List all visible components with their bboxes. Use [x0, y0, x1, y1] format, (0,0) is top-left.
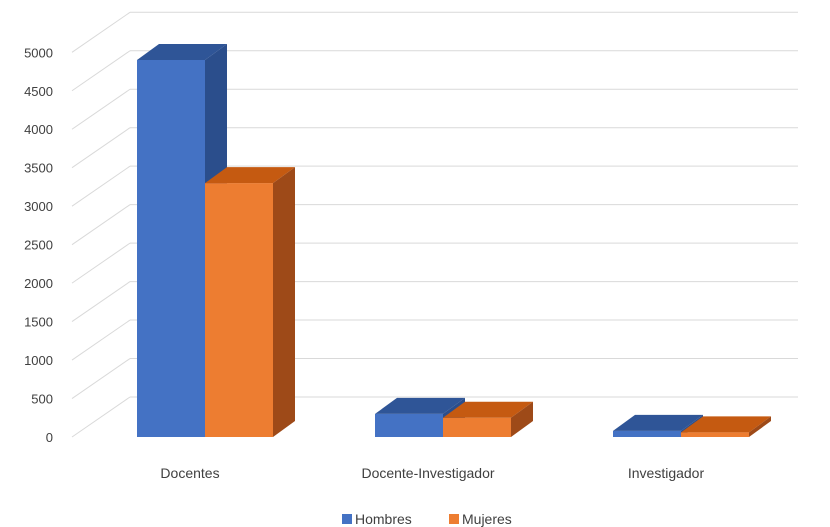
gridline-wall — [71, 358, 131, 399]
bar-front — [681, 432, 749, 437]
gridline-wall — [71, 50, 131, 92]
gridline-wall — [71, 204, 131, 246]
bar-side — [511, 401, 533, 437]
bar-top — [205, 167, 295, 184]
bar-mujeres-0 — [205, 167, 295, 437]
category-label: Docentes — [160, 465, 219, 481]
bar-side — [749, 416, 771, 437]
y-tick-label: 5000 — [24, 45, 53, 60]
bar-top — [681, 416, 771, 433]
gridline-wall — [71, 88, 131, 130]
bar-front — [205, 183, 273, 437]
bar-side — [273, 167, 295, 437]
bar-front — [375, 413, 443, 437]
legend-label: Mujeres — [462, 511, 512, 527]
category-label: Investigador — [628, 465, 705, 481]
legend-swatch-hombres — [342, 514, 352, 524]
bars — [137, 44, 771, 437]
y-axis-ticks: 0 500 1000 1500 2000 2500 3000 3500 4000 4500 5000 — [24, 45, 53, 445]
y-tick-label: 500 — [31, 392, 53, 407]
legend-swatch-mujeres — [449, 514, 459, 524]
legend-label: Hombres — [355, 511, 412, 527]
category-label: Docente-Investigador — [361, 465, 494, 481]
bar-top — [613, 414, 703, 431]
x-axis-categories: Docentes Docente-Investigador Investigador — [160, 465, 704, 481]
bar-mujeres-2 — [681, 416, 771, 437]
legend: Hombres Mujeres — [342, 511, 512, 527]
gridline-wall — [71, 281, 131, 323]
bar-mujeres-1 — [443, 401, 533, 437]
gridline-wall — [71, 319, 131, 361]
y-tick-label: 3500 — [24, 161, 53, 176]
y-tick-label: 3000 — [24, 199, 53, 214]
y-tick-label: 1500 — [24, 315, 53, 330]
y-tick-label: 2000 — [24, 276, 53, 291]
gridline-wall — [71, 396, 131, 438]
y-tick-label: 4500 — [24, 84, 53, 99]
gridline-wall — [71, 165, 131, 207]
gridline-wall — [71, 11, 131, 53]
y-tick-label: 1000 — [24, 353, 53, 368]
bar-front — [137, 60, 205, 437]
bar-top — [443, 401, 533, 418]
y-tick-label: 4000 — [24, 122, 53, 137]
y-tick-label: 2500 — [24, 238, 53, 253]
bar-top — [375, 397, 465, 414]
bar-front — [443, 417, 511, 437]
bar-top — [137, 44, 227, 60]
gridline-wall — [71, 242, 131, 284]
gridline-wall — [71, 127, 131, 169]
y-tick-label: 0 — [46, 430, 53, 445]
bar-front — [613, 430, 681, 437]
